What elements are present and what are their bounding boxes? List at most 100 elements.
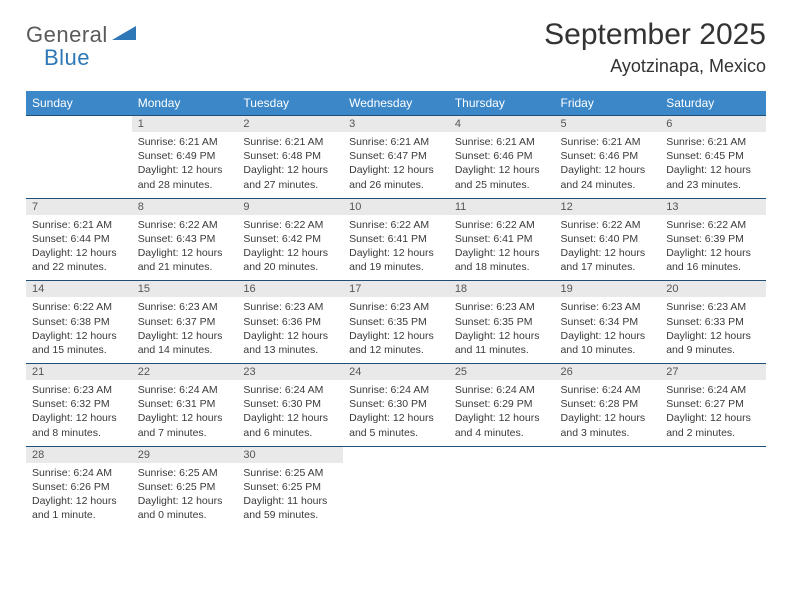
day-content-cell: Sunrise: 6:25 AMSunset: 6:25 PMDaylight:… (132, 463, 238, 529)
day-number-cell: 22 (132, 364, 238, 381)
sunrise-text: Sunrise: 6:21 AM (349, 135, 443, 149)
sunset-text: Sunset: 6:35 PM (349, 315, 443, 329)
day-content-cell: Sunrise: 6:22 AMSunset: 6:40 PMDaylight:… (555, 215, 661, 281)
dl2-text: and 11 minutes. (455, 343, 549, 357)
day-content-cell: Sunrise: 6:24 AMSunset: 6:27 PMDaylight:… (660, 380, 766, 446)
sunrise-text: Sunrise: 6:24 AM (138, 383, 232, 397)
day-content-cell: Sunrise: 6:22 AMSunset: 6:38 PMDaylight:… (26, 297, 132, 363)
day-content-cell: Sunrise: 6:23 AMSunset: 6:35 PMDaylight:… (449, 297, 555, 363)
dl1-text: Daylight: 12 hours (349, 329, 443, 343)
day-number-row: 78910111213 (26, 198, 766, 215)
dl1-text: Daylight: 12 hours (243, 163, 337, 177)
dl1-text: Daylight: 12 hours (561, 163, 655, 177)
logo: General (26, 18, 140, 48)
dl2-text: and 12 minutes. (349, 343, 443, 357)
sunset-text: Sunset: 6:30 PM (349, 397, 443, 411)
sunrise-text: Sunrise: 6:21 AM (561, 135, 655, 149)
day-number-cell: 19 (555, 281, 661, 298)
day-number-cell: 15 (132, 281, 238, 298)
sunset-text: Sunset: 6:41 PM (349, 232, 443, 246)
sunrise-text: Sunrise: 6:23 AM (666, 300, 760, 314)
day-number-cell: 11 (449, 198, 555, 215)
sunset-text: Sunset: 6:47 PM (349, 149, 443, 163)
sunrise-text: Sunrise: 6:24 AM (349, 383, 443, 397)
weekday-header: Wednesday (343, 91, 449, 116)
sunrise-text: Sunrise: 6:22 AM (666, 218, 760, 232)
day-content-cell (660, 463, 766, 529)
day-content-row: Sunrise: 6:23 AMSunset: 6:32 PM Daylight:… (26, 380, 766, 446)
day-content-cell: Sunrise: 6:23 AMSunset: 6:32 PMDaylight:… (26, 380, 132, 446)
dl1-text: Daylight: 12 hours (455, 411, 549, 425)
sunrise-text: Sunrise: 6:22 AM (349, 218, 443, 232)
day-number-cell: 6 (660, 116, 766, 133)
dl1-text: Daylight: 12 hours (243, 411, 337, 425)
day-content-cell: Sunrise: 6:21 AMSunset: 6:47 PMDaylight:… (343, 132, 449, 198)
sunrise-text: Sunrise: 6:23 AM (32, 383, 126, 397)
dl2-text: and 26 minutes. (349, 178, 443, 192)
dl2-text: and 6 minutes. (243, 426, 337, 440)
day-number-cell: 26 (555, 364, 661, 381)
day-content-cell: Sunrise: 6:21 AMSunset: 6:44 PMDaylight:… (26, 215, 132, 281)
dl1-text: Daylight: 12 hours (138, 411, 232, 425)
dl2-text: and 14 minutes. (138, 343, 232, 357)
sunset-text: Sunset: 6:46 PM (455, 149, 549, 163)
day-number-cell: 2 (237, 116, 343, 133)
day-number-cell: 30 (237, 446, 343, 463)
dl2-text: and 16 minutes. (666, 260, 760, 274)
dl1-text: Daylight: 12 hours (349, 163, 443, 177)
dl1-text: Daylight: 12 hours (561, 411, 655, 425)
month-title: September 2025 (544, 18, 766, 52)
dl2-text: and 4 minutes. (455, 426, 549, 440)
dl1-text: Daylight: 12 hours (243, 329, 337, 343)
dl2-text: and 8 minutes. (32, 426, 126, 440)
title-block: September 2025 Ayotzinapa, Mexico (544, 18, 766, 77)
day-number-cell: 7 (26, 198, 132, 215)
sunset-text: Sunset: 6:32 PM (32, 397, 126, 411)
sunset-text: Sunset: 6:26 PM (32, 480, 126, 494)
day-content-cell: Sunrise: 6:23 AMSunset: 6:37 PMDaylight:… (132, 297, 238, 363)
dl1-text: Daylight: 12 hours (666, 246, 760, 260)
day-number-cell: 12 (555, 198, 661, 215)
day-number-cell: 18 (449, 281, 555, 298)
logo-text-blue: Blue (44, 45, 90, 70)
dl2-text: and 5 minutes. (349, 426, 443, 440)
location: Ayotzinapa, Mexico (544, 56, 766, 77)
dl2-text: and 15 minutes. (32, 343, 126, 357)
day-number-cell: 5 (555, 116, 661, 133)
dl2-text: and 3 minutes. (561, 426, 655, 440)
dl1-text: Daylight: 12 hours (561, 246, 655, 260)
day-number-cell: 21 (26, 364, 132, 381)
sunset-text: Sunset: 6:43 PM (138, 232, 232, 246)
sunset-text: Sunset: 6:45 PM (666, 149, 760, 163)
dl1-text: Daylight: 12 hours (561, 329, 655, 343)
dl1-text: Daylight: 12 hours (138, 494, 232, 508)
sunset-text: Sunset: 6:31 PM (138, 397, 232, 411)
sunrise-text: Sunrise: 6:24 AM (666, 383, 760, 397)
day-content-cell: Sunrise: 6:23 AMSunset: 6:34 PMDaylight:… (555, 297, 661, 363)
sunset-text: Sunset: 6:28 PM (561, 397, 655, 411)
sunrise-text: Sunrise: 6:22 AM (455, 218, 549, 232)
day-content-row: Sunrise: 6:21 AMSunset: 6:44 PMDaylight:… (26, 215, 766, 281)
dl1-text: Daylight: 12 hours (243, 246, 337, 260)
dl1-text: Daylight: 11 hours (243, 494, 337, 508)
dl2-text: and 23 minutes. (666, 178, 760, 192)
dl2-text: and 25 minutes. (455, 178, 549, 192)
dl2-text: and 24 minutes. (561, 178, 655, 192)
dl1-text: Daylight: 12 hours (138, 329, 232, 343)
dl2-text: and 7 minutes. (138, 426, 232, 440)
day-number-row: 123456 (26, 116, 766, 133)
day-number-cell: 29 (132, 446, 238, 463)
weekday-header: Friday (555, 91, 661, 116)
day-number-cell: 17 (343, 281, 449, 298)
day-content-cell (343, 463, 449, 529)
sunrise-text: Sunrise: 6:23 AM (138, 300, 232, 314)
dl1-text: Daylight: 12 hours (666, 411, 760, 425)
day-content-cell: Sunrise: 6:23 AMSunset: 6:33 PMDaylight:… (660, 297, 766, 363)
day-number-cell: 1 (132, 116, 238, 133)
sunset-text: Sunset: 6:39 PM (666, 232, 760, 246)
dl2-text: and 22 minutes. (32, 260, 126, 274)
day-content-cell: Sunrise: 6:22 AMSunset: 6:41 PMDaylight:… (343, 215, 449, 281)
day-content-cell (449, 463, 555, 529)
weekday-header: Thursday (449, 91, 555, 116)
sunrise-text: Sunrise: 6:25 AM (243, 466, 337, 480)
